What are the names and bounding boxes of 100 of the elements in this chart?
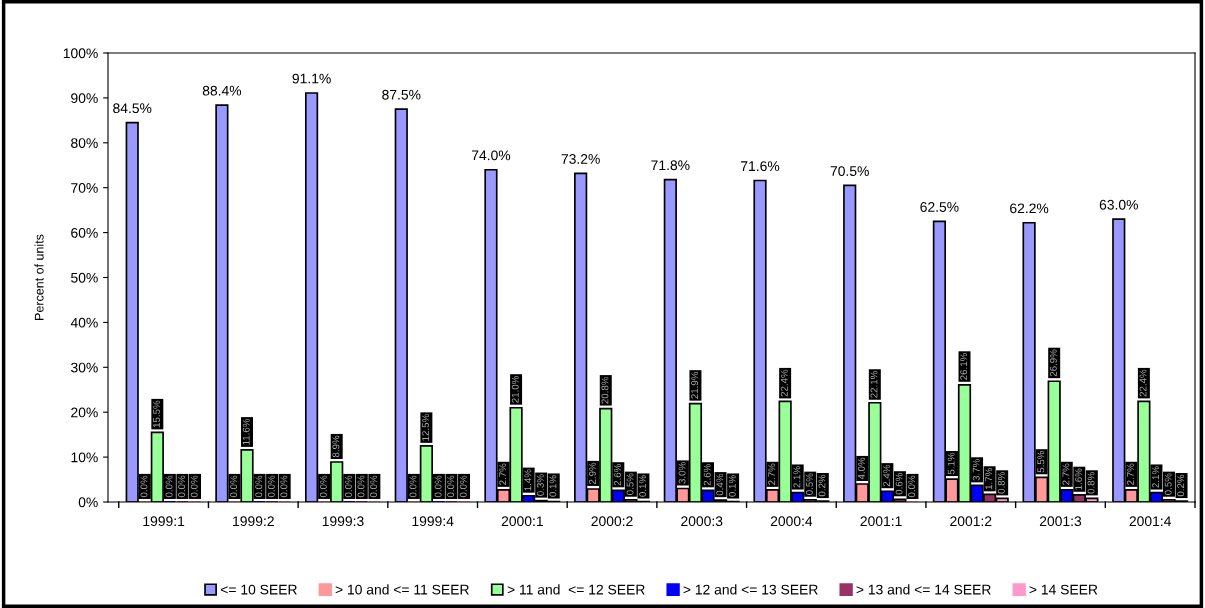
legend-label: > 14 SEER <box>1029 584 1098 595</box>
data-label: 21.9% <box>691 371 699 399</box>
y-tick-label: 70% <box>71 183 98 193</box>
data-label: 21.0% <box>511 376 519 403</box>
data-label: 0.0% <box>255 475 263 498</box>
data-label: 2.7% <box>499 463 507 485</box>
data-label: 2.1% <box>1152 466 1160 488</box>
data-label: 0.1% <box>639 475 647 497</box>
data-label: 2.6% <box>703 464 711 486</box>
data-label: 26.9% <box>1049 349 1057 377</box>
data-label: 0.0% <box>190 475 198 498</box>
data-label: 5.1% <box>947 452 955 475</box>
data-label: 22.4% <box>1139 369 1147 397</box>
data-label: 11.6% <box>242 418 250 445</box>
data-label: 0.0% <box>908 475 916 498</box>
data-label: 0.6% <box>895 473 903 495</box>
data-label: 2.9% <box>588 462 596 484</box>
data-label: 22.4% <box>780 369 788 397</box>
data-label: 91.1% <box>292 73 331 84</box>
x-tick-label: 2000:3 <box>681 516 723 527</box>
x-tick-label: 2000:2 <box>591 516 633 527</box>
x-tick-label: 1999:3 <box>322 516 364 527</box>
data-label: 74.0% <box>471 150 511 161</box>
x-tick-label: 2000:4 <box>770 516 813 527</box>
data-label: 15.5% <box>153 400 160 428</box>
data-label: 26.1% <box>960 353 968 380</box>
data-label: 63.0% <box>1099 199 1138 210</box>
y-tick-label: 30% <box>71 362 98 373</box>
data-label: 88.4% <box>202 85 242 96</box>
data-label: 12.5% <box>422 414 429 441</box>
x-tick-label: 2000:1 <box>501 516 543 527</box>
data-label: 0.2% <box>1177 474 1185 497</box>
data-label: 20.8% <box>601 376 609 404</box>
data-label: 0.3% <box>536 474 544 496</box>
y-tick-label: 80% <box>71 138 98 148</box>
data-label: 0.0% <box>280 475 288 498</box>
data-label: 0.0% <box>319 475 327 498</box>
y-tick-label: 50% <box>71 272 98 283</box>
data-label: 0.0% <box>434 475 442 498</box>
data-label: 3.0% <box>678 462 686 484</box>
data-label: 5.5% <box>1037 451 1045 473</box>
data-label: 62.5% <box>920 202 959 212</box>
data-label: 1.4% <box>524 469 532 491</box>
data-label: 2.4% <box>883 464 890 487</box>
y-tick-label: 60% <box>71 227 98 238</box>
data-label: 84.5% <box>113 103 152 114</box>
x-tick-label: 1999:4 <box>412 516 454 527</box>
data-label: 0.1% <box>549 475 557 497</box>
data-label: 0.0% <box>230 475 238 498</box>
data-label: 0.0% <box>459 475 467 498</box>
data-label: 8.9% <box>332 435 340 458</box>
data-label: 0.5% <box>626 473 634 495</box>
x-tick-label: 1999:1 <box>143 516 185 527</box>
data-label: 0.0% <box>140 475 148 498</box>
y-tick-label: 20% <box>71 407 98 418</box>
data-label: 0.0% <box>357 475 365 498</box>
data-label: 0.1% <box>728 475 736 497</box>
data-label: 2.6% <box>614 464 621 486</box>
data-label: 0.0% <box>344 475 352 498</box>
data-label: 2.7% <box>1127 463 1134 485</box>
x-tick-label: 2001:4 <box>1129 516 1171 527</box>
y-tick-label: 40% <box>70 317 98 328</box>
x-tick-label: 2001:1 <box>860 516 902 527</box>
data-label: 2.7% <box>768 463 776 485</box>
legend-label: > 12 and <= 13 SEER <box>683 584 818 595</box>
data-label: 2.7% <box>1062 463 1070 485</box>
data-label: 0.5% <box>1164 473 1172 495</box>
legend-label: > 10 and <= 11 SEER <box>335 584 469 595</box>
data-label: 0.4% <box>716 473 724 496</box>
data-label: 0.0% <box>447 475 455 498</box>
y-tick-label: 0% <box>78 497 98 508</box>
data-label: 3.7% <box>972 459 980 481</box>
data-label: 0.8% <box>997 472 1005 494</box>
data-label: 0.2% <box>818 474 826 497</box>
data-label: 0.0% <box>409 475 417 498</box>
data-label: 70.5% <box>830 166 869 176</box>
data-label: 1.7% <box>985 468 993 490</box>
y-tick-label: 100% <box>63 48 98 59</box>
data-label: 0.0% <box>165 475 173 498</box>
y-tick-label: 90% <box>71 93 98 104</box>
data-label: 2.1% <box>793 466 801 488</box>
y-tick-label: 10% <box>71 452 98 463</box>
x-tick-label: 2001:3 <box>1039 516 1082 527</box>
y-axis-title: Percent of units <box>34 234 44 320</box>
legend-label: > 11 and <= 12 SEER <box>507 584 645 595</box>
x-tick-label: 2001:2 <box>950 516 992 527</box>
data-label: 0.0% <box>178 475 186 498</box>
legend-label: <= 10 SEER <box>220 584 297 595</box>
data-label: 0.0% <box>370 475 377 498</box>
legend-label: > 13 and <= 14 SEER <box>856 584 991 595</box>
data-label: 0.5% <box>805 473 813 495</box>
data-label: 71.8% <box>651 160 690 171</box>
data-label: 22.1% <box>870 371 878 398</box>
data-label: 0.8% <box>1087 472 1095 494</box>
data-label: 71.6% <box>741 161 780 172</box>
data-label: 1.6% <box>1075 468 1082 490</box>
data-label: 87.5% <box>382 89 421 100</box>
data-label: 62.2% <box>1010 203 1049 214</box>
data-label: 4.0% <box>857 457 865 480</box>
x-tick-label: 1999:2 <box>233 516 274 527</box>
